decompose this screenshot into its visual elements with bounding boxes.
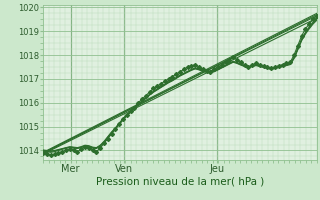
- X-axis label: Pression niveau de la mer( hPa ): Pression niveau de la mer( hPa ): [96, 177, 264, 187]
